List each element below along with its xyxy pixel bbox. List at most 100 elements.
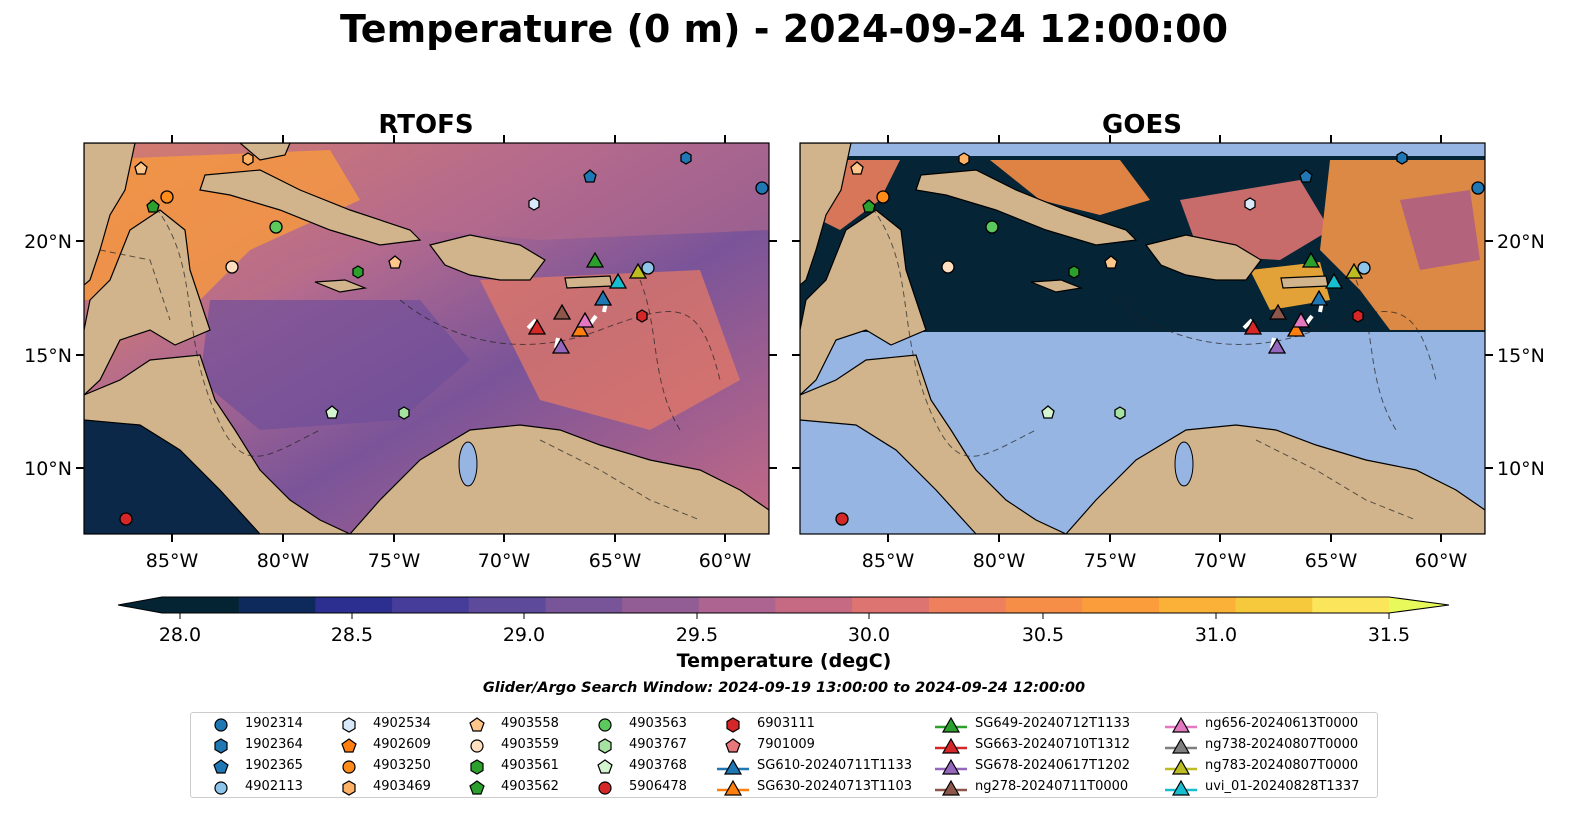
colorbar-segment — [392, 597, 470, 613]
goes-map — [800, 143, 1485, 534]
legend-label: 4903558 — [501, 716, 559, 731]
marker-sg610 — [593, 289, 613, 306]
legend-label: ng738-20240807T0000 — [1205, 737, 1359, 752]
goes-markers — [835, 151, 1485, 526]
legend: 1902314 1902364 1902365 4902113 4902534 49026… — [190, 712, 1378, 798]
marker-4903561 — [352, 265, 364, 279]
colorbar-segment — [928, 597, 1007, 613]
legend-marker — [1171, 779, 1191, 796]
legend-marker — [214, 781, 228, 795]
legend-marker — [341, 738, 357, 753]
colorbar-tick-label: 30.0 — [848, 624, 890, 646]
goes-land — [800, 143, 1485, 534]
legend-marker — [726, 717, 740, 733]
marker-ng278 — [552, 303, 572, 320]
legend-marker — [470, 739, 484, 753]
legend-label: SG630-20240713T1103 — [757, 779, 913, 794]
rtofs-warm-east — [480, 270, 740, 430]
marker-4903563 — [269, 220, 283, 234]
legend-marker — [213, 759, 229, 774]
legend-label: 4902534 — [373, 716, 431, 731]
legend-marker — [342, 717, 356, 733]
colorbar-segment — [162, 597, 240, 613]
marker-sg663 — [527, 318, 547, 335]
legend-label: 5906478 — [629, 779, 687, 794]
panel-title-rtofs: RTOFS — [378, 110, 473, 140]
goes-lake-maracaibo — [1174, 441, 1194, 487]
legend-label: SG610-20240711T1133 — [757, 758, 913, 773]
lat-tick-label: 15°N — [24, 345, 72, 367]
colorbar: 28.0 28.5 29.0 29.5 30.0 30.5 31.0 31.5 — [117, 596, 1450, 646]
colorbar-segment — [698, 597, 776, 613]
colorbar-segment — [852, 597, 930, 613]
marker-sg649 — [585, 251, 605, 268]
marker-4903250 — [160, 190, 174, 204]
land-jamaica — [314, 279, 368, 293]
legend-label: 1902364 — [245, 737, 303, 752]
legend-label: SG649-20240712T1133 — [975, 716, 1131, 731]
legend-label: 4903563 — [629, 716, 687, 731]
lat-tick-label: 20°N — [24, 231, 72, 253]
land-florida-tip — [239, 143, 291, 161]
rtofs-isobaths — [99, 199, 721, 521]
legend-label: 4903559 — [501, 737, 559, 752]
legend-marker — [941, 737, 961, 754]
marker-4903558-b — [388, 255, 402, 269]
legend-label: 4903768 — [629, 758, 687, 773]
lat-tick-label: 15°N — [1497, 345, 1545, 367]
colorbar-segment — [545, 597, 623, 613]
colorbar-segment — [238, 597, 316, 613]
marker-6903111 — [636, 309, 648, 323]
colorbar-segment — [468, 597, 546, 613]
legend-marker — [469, 780, 485, 795]
rtofs-land — [84, 143, 769, 534]
lon-tick-label: 60°W — [1415, 550, 1468, 572]
goes-frame — [799, 142, 1486, 535]
marker-4903469 — [242, 152, 254, 166]
lon-tick-label: 85°W — [146, 550, 199, 572]
legend-label: 4903469 — [373, 779, 431, 794]
search-window-text: Glider/Argo Search Window: 2024-09-19 13… — [483, 680, 1085, 696]
legend-label: ng656-20240613T0000 — [1205, 716, 1359, 731]
legend-marker — [1171, 716, 1191, 733]
legend-label: 4902609 — [373, 737, 431, 752]
colorbar-segment — [315, 597, 393, 613]
legend-marker — [598, 718, 612, 732]
colorbar-tick-label: 28.0 — [159, 624, 201, 646]
marker-ng656 — [575, 311, 595, 328]
legend-marker — [723, 779, 743, 796]
marker-1902314 — [755, 181, 769, 195]
colorbar-segment — [1235, 597, 1313, 613]
lon-tick-label: 70°W — [1194, 550, 1247, 572]
marker-uvi01 — [608, 272, 628, 289]
colorbar-tick-label: 31.0 — [1195, 624, 1237, 646]
marker-4903768 — [325, 405, 339, 419]
legend-marker — [941, 758, 961, 775]
panel-title-goes: GOES — [1102, 110, 1182, 140]
legend-marker — [470, 759, 484, 775]
rtofs-pacific — [84, 395, 260, 534]
colorbar-extend-low — [118, 597, 162, 613]
colorbar-segment — [1158, 597, 1237, 613]
legend-marker — [941, 716, 961, 733]
legend-label: ng783-20240807T0000 — [1205, 758, 1359, 773]
lat-tick-label: 20°N — [1497, 231, 1545, 253]
colorbar-label: Temperature (degC) — [677, 650, 892, 672]
marker-4903562 — [146, 199, 160, 213]
lon-tick-label: 80°W — [973, 550, 1026, 572]
legend-marker — [723, 758, 743, 775]
marker-4902113 — [641, 261, 655, 275]
legend-marker — [598, 781, 612, 795]
colorbar-segment — [1082, 597, 1160, 613]
lat-tick-label: 10°N — [1497, 458, 1545, 480]
colorbar-tick-label: 29.5 — [676, 624, 718, 646]
rtofs-map — [84, 143, 769, 534]
legend-label: 1902314 — [245, 716, 303, 731]
legend-label: ng278-20240711T0000 — [975, 779, 1129, 794]
legend-marker — [214, 718, 228, 732]
lon-tick-label: 65°W — [589, 550, 642, 572]
axis-layer: 85°W 80°W 75°W 70°W 65°W 60°W 20°N 15°N 10°N 85°W… — [24, 135, 1545, 572]
legend-marker — [214, 738, 228, 754]
legend-label: 4903562 — [501, 779, 559, 794]
